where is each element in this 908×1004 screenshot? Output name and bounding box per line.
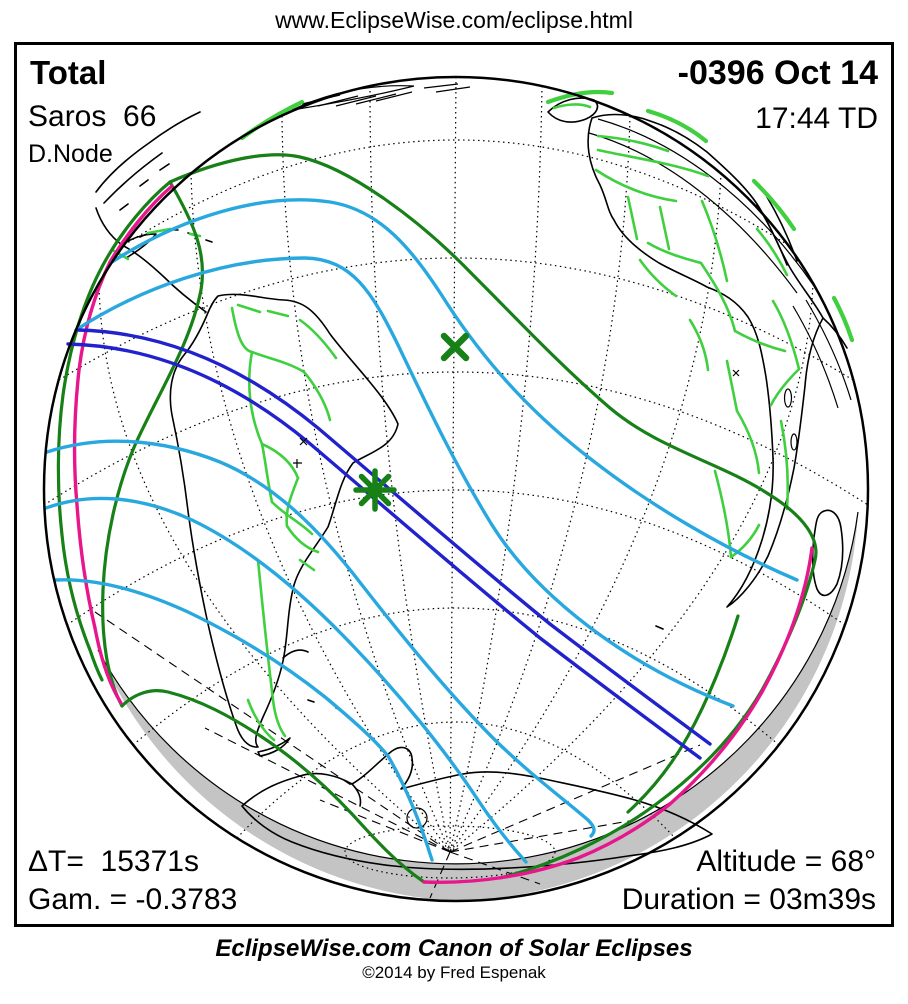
eclipse-type-label: Total bbox=[30, 54, 107, 91]
map-frame bbox=[14, 42, 894, 927]
node-label: D.Node bbox=[28, 140, 113, 168]
graticule bbox=[43, 76, 869, 899]
penumbral-limit-west-outer bbox=[56, 180, 172, 682]
penumbral-limit-south bbox=[120, 689, 426, 884]
riseset-curve-west bbox=[72, 184, 174, 705]
umbral-path-south-limit bbox=[66, 342, 702, 760]
small-map-glyphs bbox=[293, 369, 740, 468]
gamma-label: Gam. = -0.3783 bbox=[28, 883, 238, 916]
delta-t-label: ΔT= 15371s bbox=[28, 845, 199, 878]
riseset-curve-east bbox=[422, 546, 814, 884]
twilight-band bbox=[97, 511, 859, 901]
penumbral-limit-southeast bbox=[626, 614, 740, 814]
coastlines bbox=[95, 83, 852, 871]
footer-title: EclipseWise.com Canon of Solar Eclipses bbox=[215, 935, 693, 962]
umbral-path-north-limit bbox=[76, 328, 712, 746]
date-label: -0396 Oct 14 bbox=[677, 54, 878, 92]
url-text: www.EclipseWise.com/eclipse.html bbox=[275, 7, 633, 33]
globe-outline bbox=[42, 75, 870, 903]
x-marker bbox=[440, 332, 470, 362]
duration-label: Duration = 03m39s bbox=[621, 883, 876, 916]
greatest-eclipse-star-marker bbox=[353, 468, 397, 512]
saros-label: Saros 66 bbox=[28, 100, 157, 133]
footer-copyright: ©2014 by Fred Espenak bbox=[362, 963, 546, 982]
time-label: 17:44 TD bbox=[755, 102, 878, 135]
altitude-label: Altitude = 68° bbox=[696, 845, 876, 878]
penumbral-limit-west-inner bbox=[101, 180, 205, 708]
country-borders bbox=[112, 89, 855, 742]
penumbral-limit-north bbox=[168, 153, 818, 880]
eclipse-curves bbox=[44, 153, 818, 884]
